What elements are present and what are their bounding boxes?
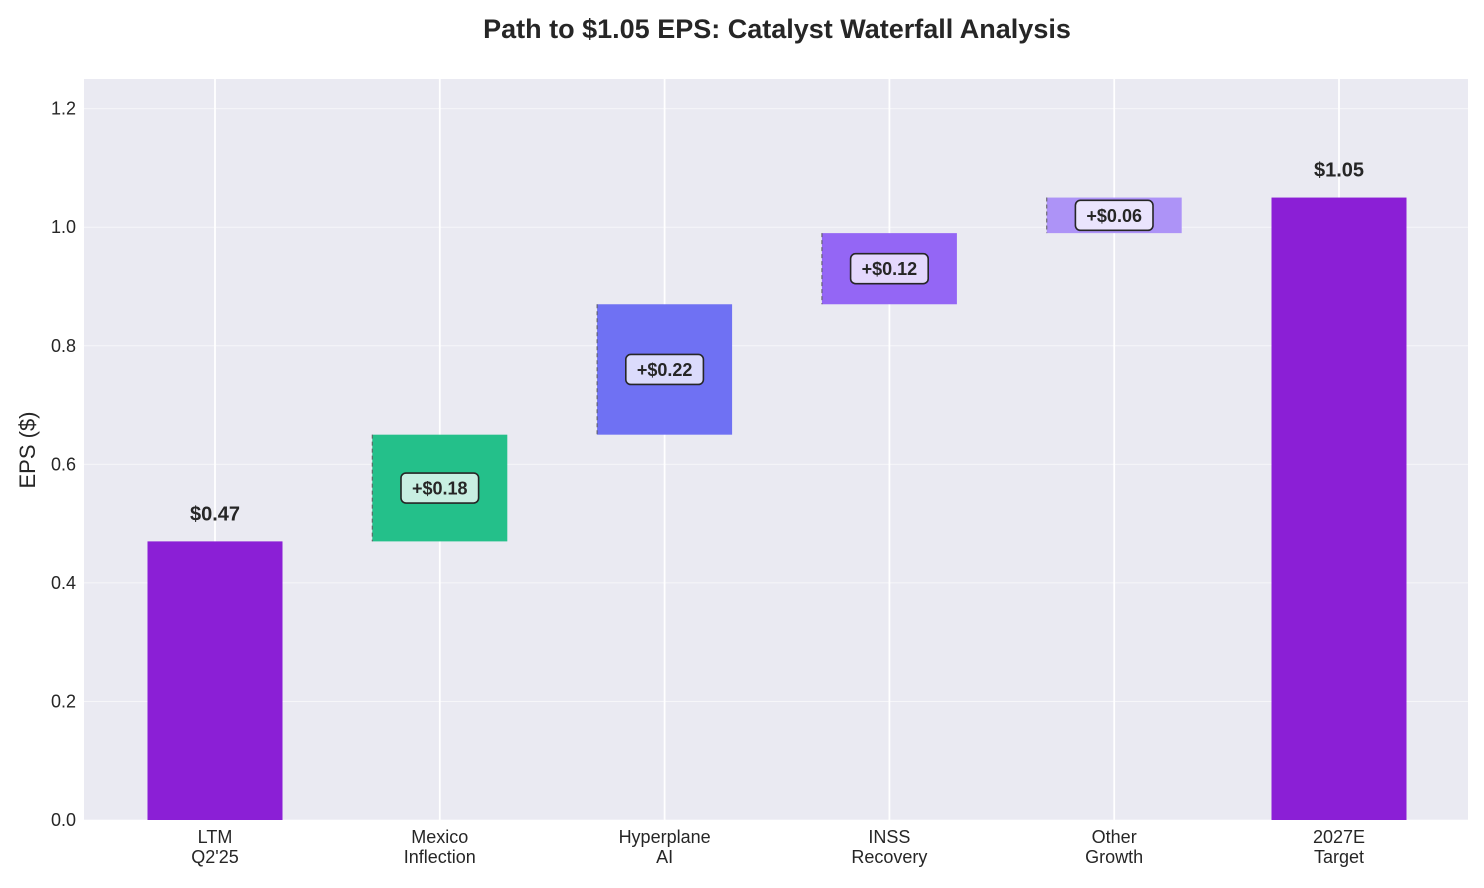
x-tick-label: Other Growth bbox=[1085, 827, 1143, 867]
x-tick-label-line: INSS bbox=[868, 827, 910, 847]
y-tick-label: 1.0 bbox=[51, 217, 76, 237]
y-tick-label: 0.2 bbox=[51, 691, 76, 711]
y-tick-label: 0.8 bbox=[51, 336, 76, 356]
plot-background bbox=[84, 79, 1468, 820]
total-bar bbox=[1271, 197, 1407, 820]
x-tick-label-line: Inflection bbox=[404, 847, 476, 867]
delta-label-box bbox=[624, 353, 705, 386]
x-tick-label: Hyperplane AI bbox=[619, 827, 711, 867]
x-tick-label: Mexico Inflection bbox=[404, 827, 476, 867]
delta-label: +$0.18 bbox=[412, 479, 468, 499]
x-tick-label: 2027E Target bbox=[1313, 827, 1365, 867]
y-tick-label: 0.4 bbox=[51, 573, 76, 593]
x-tick-label-line: Growth bbox=[1085, 847, 1143, 867]
x-tick-label-line: AI bbox=[656, 847, 673, 867]
y-axis-ticks: 0.0 0.2 0.4 0.6 0.8 1.0 1.2 bbox=[51, 99, 76, 830]
x-tick-label-line: Q2'25 bbox=[191, 847, 238, 867]
bar-labels: $0.47 +$0.18 +$0.22 +$0.12 +$0.06 $1.05 bbox=[190, 160, 1364, 526]
y-tick-label: 1.2 bbox=[51, 99, 76, 119]
x-tick-label-line: Recovery bbox=[851, 847, 927, 867]
x-tick-label-line: LTM bbox=[198, 827, 233, 847]
x-tick-label-line: Hyperplane bbox=[619, 827, 711, 847]
total-label: $0.47 bbox=[190, 503, 240, 525]
x-axis-ticks: LTM Q2'25 Mexico Inflection Hyperplane AI INSS… bbox=[191, 827, 1365, 867]
delta-label: +$0.06 bbox=[1086, 206, 1142, 226]
x-tick-label-line: Mexico bbox=[411, 827, 468, 847]
x-tick-label-line: 2027E bbox=[1313, 827, 1365, 847]
y-tick-label: 0.6 bbox=[51, 454, 76, 474]
delta-label: +$0.12 bbox=[862, 259, 918, 279]
x-tick-label: INSS Recovery bbox=[851, 827, 927, 867]
y-axis-label: EPS ($) bbox=[15, 411, 40, 488]
delta-label: +$0.22 bbox=[637, 360, 693, 380]
delta-label-box bbox=[1074, 199, 1154, 232]
delta-label-box bbox=[849, 252, 929, 285]
y-tick-label: 0.0 bbox=[51, 810, 76, 830]
chart-title: Path to $1.05 EPS: Catalyst Waterfall An… bbox=[483, 14, 1071, 44]
x-tick-label: LTM Q2'25 bbox=[191, 827, 238, 867]
total-label: $1.05 bbox=[1314, 160, 1364, 182]
total-bar bbox=[147, 541, 283, 820]
x-tick-label-line: Target bbox=[1314, 847, 1364, 867]
delta-label-box bbox=[400, 472, 480, 504]
x-tick-label-line: Other bbox=[1092, 827, 1137, 847]
